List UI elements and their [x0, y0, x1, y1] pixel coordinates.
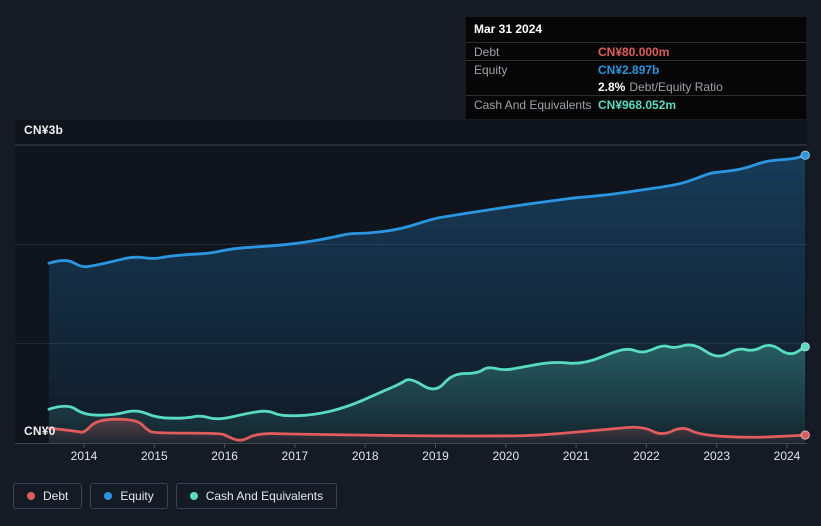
tooltip-debt-label: Debt [474, 44, 500, 59]
x-axis-year-label: 2019 [422, 449, 449, 463]
x-axis-year-label: 2023 [703, 449, 731, 463]
tooltip: Mar 31 2024 Debt CN¥80.000m Equity CN¥2.… [466, 17, 806, 119]
legend-item-equity[interactable]: Equity [90, 483, 168, 509]
tooltip-cash-label: Cash And Equivalents [474, 97, 592, 112]
legend-debt-label: Debt [43, 489, 69, 503]
x-axis-year-label: 2015 [140, 449, 168, 463]
tooltip-row-equity: Equity CN¥2.897b [466, 60, 806, 78]
x-axis-year-label: 2024 [773, 449, 801, 463]
tooltip-row-debt: Debt CN¥80.000m [466, 43, 806, 60]
x-axis-year-label: 2017 [281, 449, 309, 463]
legend: Debt Equity Cash And Equivalents [13, 483, 338, 509]
cash-dot-icon [189, 492, 198, 500]
tooltip-cash-value: CN¥968.052m [598, 97, 677, 112]
legend-item-cash[interactable]: Cash And Equivalents [175, 483, 338, 509]
x-axis-year-label: 2021 [562, 449, 590, 463]
legend-equity-label: Equity [120, 489, 154, 503]
debt-dot-icon [27, 492, 35, 500]
x-axis-year-label: 2016 [211, 449, 238, 463]
legend-item-debt[interactable]: Debt [13, 483, 83, 509]
x-axis-year-label: 2014 [70, 449, 98, 463]
tooltip-row-cash: Cash And Equivalents CN¥968.052m [466, 95, 806, 113]
equity-dot-icon [104, 492, 113, 500]
tooltip-ratio-value: 2.8% [598, 79, 626, 94]
tooltip-equity-value: CN¥2.897b [598, 62, 660, 77]
tooltip-ratio-label: Debt/Equity Ratio [629, 79, 723, 94]
legend-cash-label: Cash And Equivalents [205, 489, 324, 503]
y-axis-label-zero: CN¥0 [24, 424, 56, 438]
tooltip-row-ratio: 2.8% Debt/Equity Ratio [466, 78, 806, 95]
tooltip-ratio: 2.8% Debt/Equity Ratio [598, 80, 723, 94]
x-axis-year-label: 2020 [492, 449, 520, 463]
x-axis-year-label: 2022 [633, 449, 660, 463]
y-axis-label-top: CN¥3b [24, 123, 64, 137]
tooltip-equity-label: Equity [474, 62, 508, 77]
tooltip-date: Mar 31 2024 [466, 17, 806, 43]
x-axis-year-label: 2018 [351, 449, 379, 463]
tooltip-debt-value: CN¥80.000m [598, 44, 670, 59]
